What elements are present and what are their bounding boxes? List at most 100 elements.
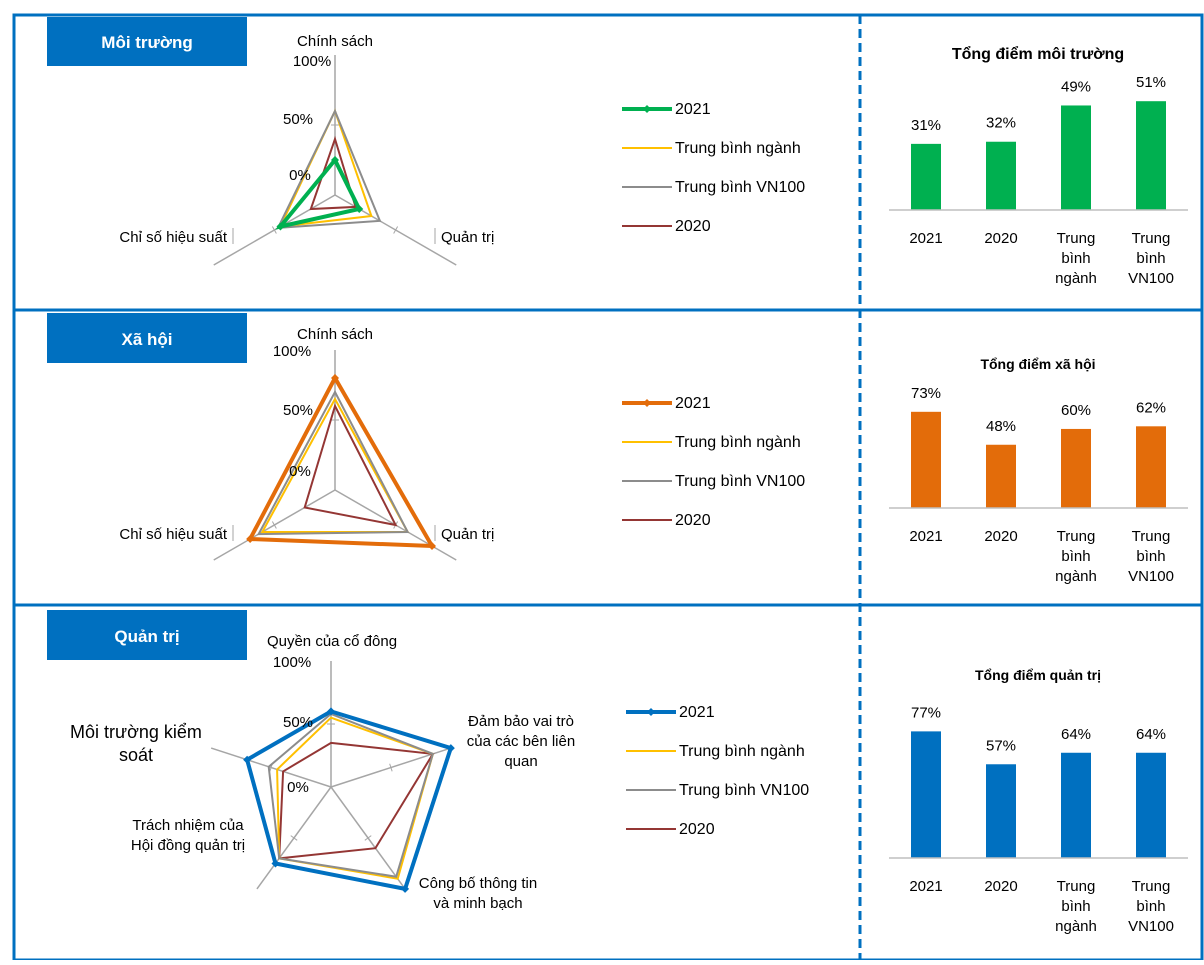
legend-label-industry-avg: Trung bình ngành bbox=[675, 434, 801, 451]
bar-chart-governance: 77% 57% 64% 64% 2021 2020 Trung bình ngành Trung b… bbox=[889, 704, 1188, 935]
radar-point-2021 bbox=[446, 744, 455, 753]
bar-category-label: Trung bình VN100 bbox=[1128, 878, 1174, 935]
legend-label-2020: 2020 bbox=[675, 512, 711, 529]
bar-value-label: 64% bbox=[1061, 726, 1091, 743]
radar-point-2021 bbox=[355, 205, 364, 213]
radar-scale-label: 0% bbox=[287, 779, 309, 796]
radar-scale-label: 0% bbox=[289, 463, 311, 480]
section-badge-label: Môi trường bbox=[101, 33, 192, 52]
bar-trung-binh-nganh bbox=[1061, 752, 1091, 858]
radar-point-2021 bbox=[427, 542, 436, 550]
bar-value-label: 51% bbox=[1136, 74, 1166, 91]
radar-scale-label: 100% bbox=[273, 654, 311, 671]
radar-chart-environment: 100% 50% 0% Chính sách Quản trị Chỉ số hiệu s… bbox=[119, 33, 494, 266]
legend-item-2020: 2020 bbox=[622, 218, 711, 235]
legend-item-vn100-avg: Trung bình VN100 bbox=[622, 179, 805, 196]
bar-category-label: 2020 bbox=[984, 230, 1017, 247]
bar-2020 bbox=[986, 141, 1016, 210]
radar-chart-social: 100% 50% 0% Chính sách Quản trị Chỉ số hiệu s… bbox=[119, 326, 494, 561]
bar-trung-binh-vn100 bbox=[1136, 101, 1166, 210]
bar-2021 bbox=[911, 411, 941, 508]
radar-point-2021 bbox=[276, 222, 285, 231]
radar-axis-label-quyen-cua-co-dong: Quyền của cổ đông bbox=[267, 633, 397, 650]
radar-point-2021 bbox=[331, 374, 339, 382]
bar-category-label: Trung bình ngành bbox=[1055, 230, 1097, 287]
bar-value-label: 60% bbox=[1061, 402, 1091, 419]
bar-value-label: 48% bbox=[986, 418, 1016, 435]
radar-axis-label-chinh-sach: Chính sách bbox=[297, 326, 373, 343]
radar-axis-label-chi-so-hieu-suat: Chỉ số hiệu suất bbox=[119, 229, 227, 246]
legend-item-industry-avg: Trung bình ngành bbox=[626, 743, 805, 760]
bar-value-label: 57% bbox=[986, 737, 1016, 754]
section-badge-social bbox=[47, 313, 247, 363]
bar-chart-title: Tổng điểm quản trị bbox=[975, 667, 1101, 683]
legend-label-vn100-avg: Trung bình VN100 bbox=[675, 473, 805, 490]
legend-item-vn100-avg: Trung bình VN100 bbox=[622, 473, 805, 490]
radar-point-2021 bbox=[401, 884, 410, 893]
radar-series-2021 bbox=[244, 709, 454, 892]
radar-axis-label-dam-bao-vai-tro-cua-cac-ben-lien-quan: Đảm bảo vai trò của các bên liên quan bbox=[467, 713, 575, 770]
section-badge-label: Xã hội bbox=[121, 330, 172, 349]
radar-axis-label-chinh-sach: Chính sách bbox=[297, 33, 373, 50]
bar-category-label: 2020 bbox=[984, 528, 1017, 545]
bar-category-label: 2021 bbox=[909, 230, 942, 247]
legend-item-industry-avg: Trung bình ngành bbox=[622, 140, 801, 157]
bar-category-label: Trung bình ngành bbox=[1055, 528, 1097, 585]
legend-label-industry-avg: Trung bình ngành bbox=[675, 140, 801, 157]
radar-point-2021 bbox=[331, 156, 339, 164]
radar-scale-label: 50% bbox=[283, 714, 313, 731]
bar-value-label: 31% bbox=[911, 117, 941, 134]
bar-category-label: 2020 bbox=[984, 878, 1017, 895]
radar-axis-label-trach-nhiem-cua-hoi-dong-quan-tri: Trách nhiệm của Hội đồng quản trị bbox=[131, 817, 245, 854]
radar-series-2021 bbox=[275, 156, 363, 230]
legend-label-2021: 2021 bbox=[675, 395, 711, 412]
radar-series-trung-binh-vn100 bbox=[256, 389, 410, 536]
bar-trung-binh-nganh bbox=[1061, 105, 1091, 210]
radar-point-2021 bbox=[271, 859, 280, 868]
radar-axis-tick bbox=[389, 763, 393, 772]
radar-point-2021 bbox=[246, 535, 255, 543]
radar-axis-label-quan-tri: Quản trị bbox=[441, 229, 494, 246]
radar-series-trung-binh-nganh bbox=[276, 716, 435, 880]
legend-marker-2021 bbox=[647, 708, 655, 716]
bar-trung-binh-vn100 bbox=[1136, 752, 1166, 858]
bar-category-label: Trung bình VN100 bbox=[1128, 230, 1174, 287]
legend-item-industry-avg: Trung bình ngành bbox=[622, 434, 801, 451]
bar-chart-environment: 31% 32% 49% 51% 2021 2020 Trung bình ngành Trung b… bbox=[889, 74, 1188, 287]
bar-2021 bbox=[911, 731, 941, 858]
legend-social: 2021 Trung bình ngành Trung bình VN100 2… bbox=[622, 395, 805, 529]
section-badge-label: Quản trị bbox=[114, 627, 179, 646]
bar-chart-title: Tổng điểm môi trường bbox=[952, 45, 1124, 63]
radar-point-2021 bbox=[327, 707, 335, 716]
bar-category-label: Trung bình VN100 bbox=[1128, 528, 1174, 585]
legend-item-2020: 2020 bbox=[626, 821, 715, 838]
bar-category-label: 2021 bbox=[909, 528, 942, 545]
radar-series-2020 bbox=[303, 403, 398, 527]
radar-axis-label-chi-so-hieu-suat: Chỉ số hiệu suất bbox=[119, 526, 227, 543]
legend-label-2021: 2021 bbox=[679, 704, 715, 721]
radar-scale-label: 100% bbox=[293, 53, 331, 70]
radar-scale-label: 50% bbox=[283, 111, 313, 128]
radar-axis-tick bbox=[271, 226, 277, 234]
legend-label-2020: 2020 bbox=[679, 821, 715, 838]
radar-series-trung-binh-nganh bbox=[260, 396, 410, 533]
legend-label-2021: 2021 bbox=[675, 101, 711, 118]
radar-series-2021 bbox=[246, 373, 436, 549]
bar-trung-binh-vn100 bbox=[1136, 426, 1166, 508]
section-badge-governance bbox=[47, 610, 247, 660]
radar-axis-label-moi-truong-kiem-soat: Môi trường kiểm soát bbox=[70, 722, 202, 765]
bar-value-label: 73% bbox=[911, 385, 941, 402]
radar-axis-tick bbox=[271, 521, 277, 529]
bar-category-label: Trung bình ngành bbox=[1055, 878, 1097, 935]
bar-value-label: 49% bbox=[1061, 78, 1091, 95]
radar-series-trung-binh-vn100 bbox=[276, 108, 382, 230]
radar-series-trung-binh-vn100 bbox=[267, 712, 435, 878]
radar-scale-label: 50% bbox=[283, 402, 313, 419]
bar-trung-binh-nganh bbox=[1061, 428, 1091, 508]
legend-item-2021: 2021 bbox=[626, 704, 715, 721]
section-governance: Quản trị 100% 50% 0% Quyền của cổ đông Đảm b… bbox=[47, 610, 1188, 935]
legend-item-2021: 2021 bbox=[622, 395, 711, 412]
legend-label-vn100-avg: Trung bình VN100 bbox=[679, 782, 809, 799]
